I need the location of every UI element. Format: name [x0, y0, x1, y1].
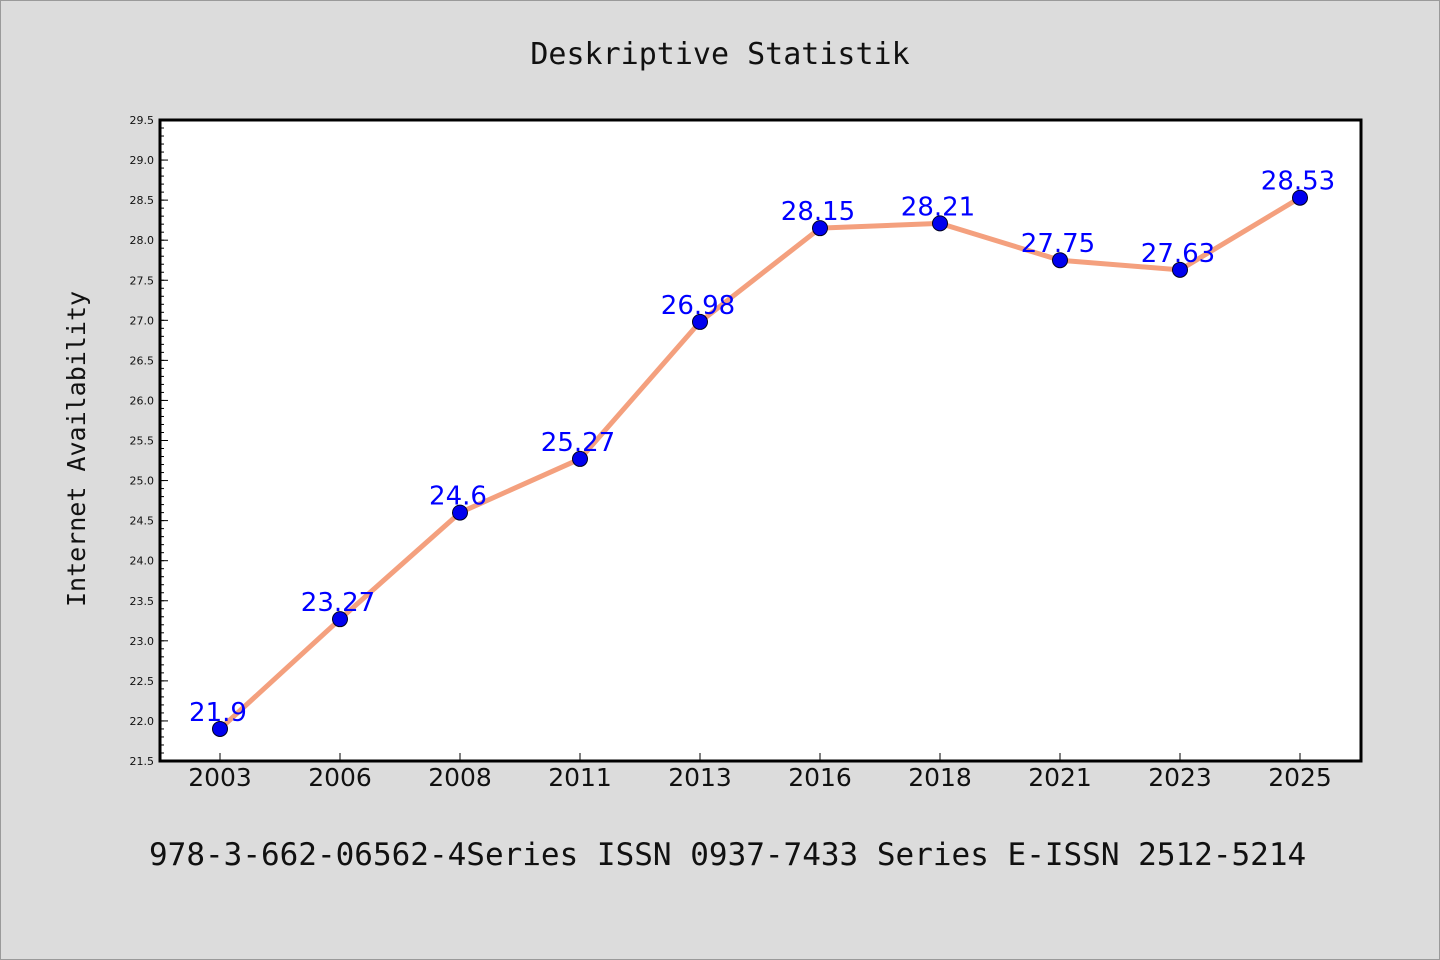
data-label: 26.98 — [661, 291, 735, 321]
x-tick-label: 2006 — [308, 763, 372, 792]
data-series — [212, 189, 1308, 737]
chart-title: Deskriptive Statistik — [530, 37, 909, 72]
x-tick-label: 2016 — [788, 763, 852, 792]
data-point — [812, 220, 828, 237]
data-label: 28.15 — [781, 197, 855, 227]
y-axis-ticks: 21.5 22.0 22.5 23.0 23.5 24.0 24.5 25.0 25.5 26.0… — [130, 114, 168, 768]
x-tick-label: 2011 — [548, 763, 612, 792]
y-tick-label: 26.5 — [130, 354, 155, 367]
data-labels: 21.9 23.27 24.6 25.27 26.98 28.15 28.21 27.75 27… — [189, 167, 1335, 728]
data-label: 27.63 — [1141, 239, 1215, 269]
data-label: 25.27 — [541, 428, 615, 458]
data-point — [452, 504, 468, 521]
data-point — [1052, 252, 1068, 269]
data-point — [212, 720, 228, 737]
y-tick-label: 27.5 — [130, 274, 155, 287]
x-tick-label: 2013 — [668, 763, 732, 792]
data-point — [332, 611, 348, 628]
y-tick-label: 22.0 — [130, 715, 155, 728]
y-tick-label: 23.0 — [130, 635, 155, 648]
y-tick-label: 29.0 — [130, 154, 155, 167]
x-axis-ticks: 2003 2006 2008 2011 2013 2016 2018 2021 2023 2025 — [188, 753, 1332, 792]
data-label: 28.53 — [1261, 167, 1335, 197]
x-tick-label: 2021 — [1028, 763, 1092, 792]
data-point — [1172, 261, 1188, 278]
y-tick-label: 24.0 — [130, 555, 155, 568]
data-label: 23.27 — [301, 588, 375, 618]
series-line — [217, 195, 1303, 732]
data-label: 21.9 — [189, 698, 247, 728]
y-tick-label: 25.0 — [130, 475, 155, 488]
data-point — [1292, 189, 1308, 206]
data-label: 27.75 — [1021, 229, 1095, 259]
x-tick-label: 2025 — [1268, 763, 1332, 792]
x-tick-label: 2023 — [1148, 763, 1212, 792]
data-label: 28.21 — [901, 192, 975, 222]
data-point — [572, 450, 588, 467]
y-tick-label: 27.0 — [130, 314, 155, 327]
y-tick-label: 21.5 — [130, 755, 155, 768]
y-tick-label: 28.5 — [130, 194, 155, 207]
x-tick-label: 2003 — [188, 763, 252, 792]
y-tick-label: 29.5 — [130, 114, 155, 127]
plot-area — [158, 118, 1363, 763]
data-point — [692, 313, 708, 330]
y-tick-label: 24.5 — [130, 515, 155, 528]
y-axis-label: Internet Availability — [62, 291, 91, 607]
footer-isbn: 978-3-662-06562-4Series ISSN 0937-7433 S… — [149, 837, 1306, 873]
y-tick-label: 22.5 — [130, 675, 155, 688]
data-label: 24.6 — [429, 482, 487, 512]
y-tick-label: 25.5 — [130, 435, 155, 448]
y-tick-label: 26.0 — [130, 394, 155, 407]
y-tick-label: 23.5 — [130, 595, 155, 608]
y-tick-label: 28.0 — [130, 234, 155, 247]
x-tick-label: 2008 — [428, 763, 492, 792]
x-tick-label: 2018 — [908, 763, 972, 792]
data-point — [932, 215, 948, 232]
